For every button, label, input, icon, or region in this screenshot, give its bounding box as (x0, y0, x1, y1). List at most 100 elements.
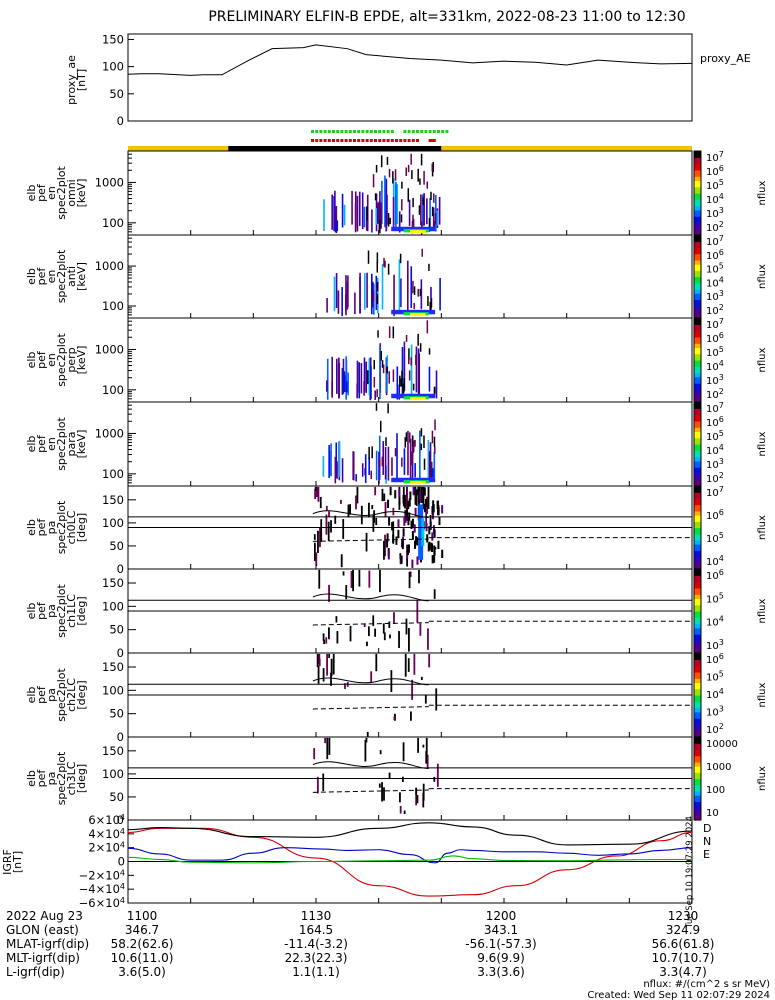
spectro-pixel (326, 358, 329, 400)
igrf-tick-label-2: 2×104 (88, 841, 125, 855)
colorbar-cell (694, 653, 701, 656)
colorbar-tick-2: 105 (706, 531, 724, 545)
spectro-pixel (423, 193, 425, 226)
y-tick-label-0: 150 (102, 576, 124, 590)
colorbar-tick-4-base: 10 (706, 460, 719, 471)
colorbar-cell (694, 594, 701, 597)
spectro-pixel (316, 653, 319, 668)
igrf-tick-label-4: −2×104 (79, 868, 125, 882)
colorbar-cell (694, 701, 701, 704)
igrf-tick-label-6-base: −6×10 (79, 896, 120, 910)
colorbar-cell (694, 815, 701, 819)
panel-pa-ch2: 150100500elbpefpaspec2plotch2LC[deg]1061… (25, 652, 768, 744)
spectro-pixel (393, 612, 395, 624)
igrf-tick-label-2-exp: 4 (120, 841, 125, 850)
colorbar-cell (694, 226, 701, 230)
spectro-pixel (408, 370, 411, 381)
colorbar-cell (694, 711, 701, 715)
igrf-tick-label-5-exp: 4 (120, 882, 125, 891)
igrf-tick-label-6: −6×104 (79, 896, 125, 910)
colorbar-cell (694, 429, 701, 432)
colorbar-tick-3-exp: 4 (719, 275, 724, 284)
spectro-pixel (433, 220, 436, 229)
colorbar-cell (694, 527, 701, 531)
colorbar-cell (694, 539, 701, 543)
spectro-pixel (404, 437, 407, 448)
colorbar-cell (694, 562, 701, 566)
spectro-pixel (426, 534, 429, 543)
spectro-pixel (411, 518, 414, 528)
colorbar-cell (694, 309, 701, 313)
colorbar-cell (694, 655, 701, 658)
colorbar-cell (694, 180, 701, 184)
spectro-pixel (328, 444, 330, 478)
colorbar-tick-4-exp: 3 (719, 373, 724, 382)
spectro-pixel (345, 356, 347, 400)
ylabel-en-perp-line-1: pef (35, 350, 48, 369)
colorbar-cell (694, 732, 701, 736)
green-marker (411, 130, 415, 133)
spectro-pixel (317, 665, 320, 684)
footer-label-mlt: MLT-igrf(dip) (6, 951, 80, 965)
colorbar-tick-1: 1000 (706, 762, 731, 773)
spectro-pixel (430, 191, 432, 201)
colorbar-tick-0-exp: 6 (719, 652, 724, 661)
spectro-pixel (428, 526, 431, 535)
y-tick-label-0: 150 (102, 660, 124, 674)
colorbar-cell (694, 613, 701, 616)
colorbar-unit-label: nflux (757, 682, 768, 707)
proxy-ae-ylabel: proxy_ae[nT] (65, 55, 88, 105)
colorbar-tick-2: 105 (706, 345, 724, 359)
spectro-pixel (393, 716, 396, 720)
igrf-tick-label-0-base: 6×10 (88, 813, 120, 827)
y-tick-label-1: 100 (102, 299, 124, 313)
spectro-pixel (328, 511, 330, 517)
spectro-band (418, 504, 424, 560)
igrf-legend-N: N (703, 835, 711, 848)
y-tick-label-1: 100 (102, 683, 124, 697)
green-marker (315, 130, 319, 133)
colorbar-cell (694, 766, 701, 769)
colorbar-cell (694, 318, 701, 321)
igrf-tick-label-5-base: −4×10 (79, 882, 120, 896)
spectro-pixel (389, 634, 391, 639)
spectro-pixel (431, 163, 434, 172)
colorbar-tick-0-exp: 7 (719, 485, 724, 494)
spectro-pixel (317, 486, 320, 502)
footer-value-mlt-1230: 10.7(10.7) (652, 951, 715, 965)
colorbar-cell (694, 636, 701, 639)
spectro-pixel (320, 519, 323, 542)
colorbar-cell (694, 486, 701, 489)
spectro-pixel (349, 625, 352, 642)
colorbar-tick-4: 102 (706, 722, 724, 736)
spectro-pixel (325, 637, 328, 644)
colorbar-cell (694, 357, 701, 361)
spectro-band (391, 309, 436, 315)
spectro-pixel (425, 737, 428, 757)
spectro-pixel (403, 377, 405, 388)
colorbar-cell (694, 169, 701, 173)
spectro-pixel (335, 442, 338, 478)
spectro-pixel (374, 193, 377, 201)
colorbar-cell (694, 795, 701, 798)
colorbar-cell (694, 728, 701, 732)
spectro-pixel (423, 458, 426, 470)
spectro-pixel (420, 676, 423, 681)
red-marker (361, 139, 365, 142)
spectro-pixel (395, 536, 398, 545)
spectro-pixel (358, 569, 361, 587)
colorbar-cell (694, 627, 701, 631)
igrf-tick-label-1-exp: 4 (120, 827, 125, 836)
colorbar-tick-4: 103 (706, 289, 724, 303)
red-marker (374, 139, 377, 142)
colorbar-tick-2-exp: 5 (719, 531, 724, 540)
spectro-pixel (368, 502, 370, 518)
colorbar-cell (694, 389, 701, 393)
spectro-pixel (396, 184, 399, 224)
spectro-pixel (374, 486, 377, 496)
spectro-pixel (420, 194, 422, 226)
spectro-pixel (371, 504, 374, 510)
ylabel-pa-ch1-line-0: elb (25, 603, 38, 620)
zone-bar-yellow-left (128, 146, 229, 151)
green-marker (340, 130, 344, 133)
